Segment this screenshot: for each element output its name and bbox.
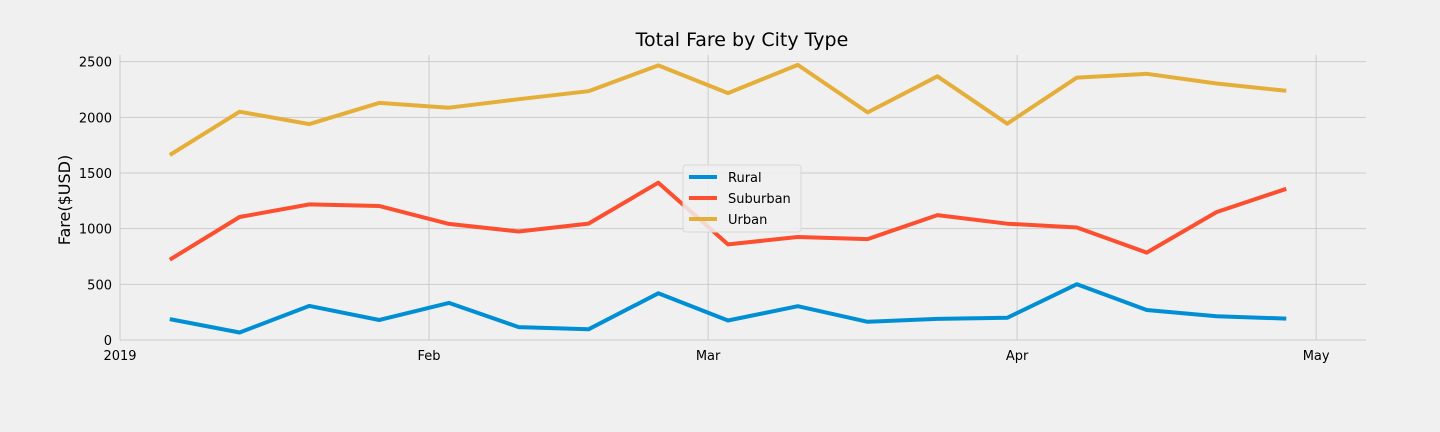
x-tick-label: Feb xyxy=(417,349,440,364)
y-tick-label: 500 xyxy=(87,278,112,293)
y-tick-label: 0 xyxy=(104,334,112,349)
y-tick-label: 1000 xyxy=(79,223,112,238)
series-lines xyxy=(168,62,1287,335)
x-tick-label: Mar xyxy=(696,349,721,364)
x-tick-label: Apr xyxy=(1006,349,1029,364)
x-tick-label: May xyxy=(1303,349,1330,364)
series-line-urban xyxy=(168,62,1287,157)
legend: Rural Suburban Urban xyxy=(682,164,802,233)
y-tick-label: 1500 xyxy=(79,167,112,182)
legend-label-suburban: Suburban xyxy=(728,192,791,207)
series-line-suburban xyxy=(168,180,1287,262)
y-tick-label: 2500 xyxy=(79,56,112,71)
legend-label-rural: Rural xyxy=(728,171,762,186)
y-axis-label: Fare($USD) xyxy=(55,155,74,245)
y-tick-labels: 0 500 1000 1500 2000 2500 xyxy=(79,56,112,349)
x-tick-labels: 2019 Feb Mar Apr May xyxy=(103,349,1329,364)
legend-label-urban: Urban xyxy=(728,213,767,228)
y-tick-label: 2000 xyxy=(79,111,112,126)
x-tick-label: 2019 xyxy=(103,349,136,364)
chart-title: Total Fare by City Type xyxy=(635,29,849,51)
legend-box xyxy=(682,164,802,233)
series-line-rural xyxy=(169,282,1287,335)
